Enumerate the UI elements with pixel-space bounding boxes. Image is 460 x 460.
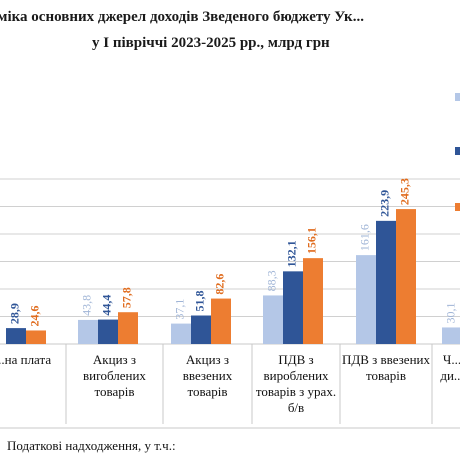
chart-title-line-1: ...міка основних джерел доходів Зведеног… [0, 9, 364, 25]
legend-swatch-3 [455, 203, 460, 211]
bar-3-4 [303, 258, 323, 344]
bar-1-3 [171, 323, 191, 344]
bar-2-1 [6, 328, 26, 344]
category-label: ...на плата [0, 352, 52, 367]
bar-2-2 [98, 319, 118, 344]
chart-title-line-2: у І півріччі 2023-2025 рр., млрд грн [92, 35, 330, 51]
category-label: Ч... ди... [440, 352, 460, 383]
legend-swatch-2 [455, 147, 460, 155]
group-label: Податкові надходження, у т.ч.: [7, 438, 176, 453]
data-label: 30,1 [444, 302, 458, 323]
bar-2-3 [191, 315, 211, 344]
bar-3-2 [118, 312, 138, 344]
data-label: 43,8 [80, 295, 94, 316]
data-label: 88,3 [265, 270, 279, 291]
data-label: 51,8 [193, 291, 207, 312]
data-label: 132,1 [285, 240, 299, 267]
category-label: Акциз з ввезених товарів [182, 352, 233, 399]
bar-3-3 [211, 298, 231, 344]
category-label: Акциз з виroблених товарів [83, 352, 146, 399]
bar-2-4 [283, 271, 303, 344]
bar-3-5 [396, 209, 416, 344]
bar-2-5 [376, 220, 396, 344]
data-label: 156,1 [305, 227, 319, 254]
data-label: 37,1 [173, 299, 187, 320]
bar-1-6 [442, 327, 460, 344]
data-label: 161,6 [358, 224, 372, 251]
data-label: 245,3 [398, 178, 412, 205]
data-label: 28,9 [8, 303, 22, 324]
bar-1-5 [356, 255, 376, 344]
data-label: 223,9 [378, 190, 392, 217]
data-label: 82,6 [213, 274, 227, 295]
data-label: 24,6 [28, 305, 42, 326]
legend-swatch-1 [455, 93, 460, 101]
category-label: ПДВ з ввезених товарів [341, 352, 430, 383]
bar-3-1 [26, 330, 46, 344]
category-label: ПДВ з вироблених товарів з урах. б/в [255, 352, 337, 415]
bar-1-4 [263, 295, 283, 344]
data-label: 44,4 [100, 295, 114, 316]
data-label: 57,8 [120, 287, 134, 308]
bar-1-2 [78, 319, 98, 344]
